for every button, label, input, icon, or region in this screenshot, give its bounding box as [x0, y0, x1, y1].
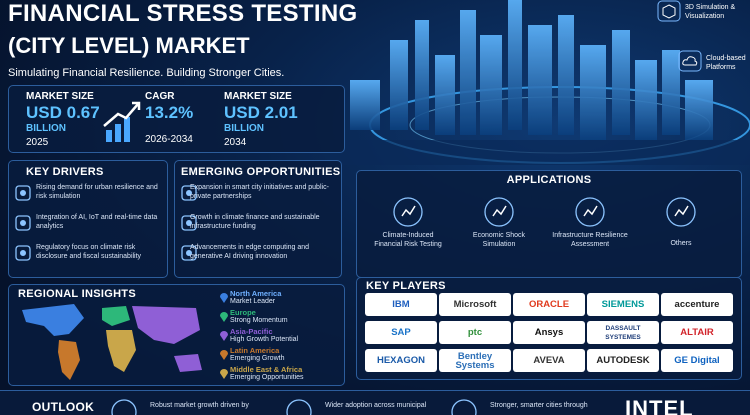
player-logo: ptc — [439, 321, 511, 344]
stat-period: 2025 — [26, 137, 49, 148]
region-note: Emerging Growth — [230, 355, 285, 362]
app-icon — [483, 196, 515, 233]
stat-period: 2034 — [224, 137, 247, 148]
region-note: High Growth Potential — [230, 336, 299, 343]
region-pin — [220, 366, 228, 384]
region-name: Middle East & Africa — [230, 365, 303, 374]
region-name: North America — [230, 289, 282, 298]
stat-period: 2026-2034 — [145, 134, 193, 145]
stat-label: CAGR — [145, 91, 175, 102]
region-note: Strong Momentum — [230, 317, 288, 324]
panel-title: APPLICATIONS — [506, 174, 592, 186]
app-label: Economic Shock Simulation — [472, 232, 526, 248]
outlook-icon — [110, 398, 138, 415]
panel-title: EMERGING OPPORTUNITIES — [181, 166, 341, 178]
stat-unit: BILLION — [224, 123, 264, 134]
region-pin — [220, 328, 228, 346]
drivers-panel — [8, 160, 168, 278]
app-label: Climate-Induced Financial Risk Testing — [374, 232, 442, 248]
player-logo: ALTAIR — [661, 321, 733, 344]
player-logo: Ansys — [513, 321, 585, 344]
region-note: Emerging Opportunities — [230, 374, 304, 381]
title: FINANCIAL STRESS TESTING — [8, 0, 358, 27]
player-logo: HEXAGON — [365, 349, 437, 372]
item-icon — [14, 244, 32, 267]
player-logo: accenture — [661, 293, 733, 316]
region-name: Latin America — [230, 346, 280, 355]
player-logo: Bentley Systems — [439, 349, 511, 372]
player-logo: ORACLE — [513, 293, 585, 316]
outlook-icon — [450, 398, 478, 415]
stat-value: 13.2% — [145, 103, 194, 122]
item-icon — [14, 214, 32, 237]
region-name: Asia-Pacific — [230, 327, 273, 336]
badge-label: 3D Simulation & Visualization — [685, 4, 736, 20]
outlook-icon — [285, 398, 313, 415]
subtitle: Simulating Financial Resilience. Buildin… — [8, 67, 285, 79]
outlook-title: OUTLOOK — [32, 400, 95, 414]
badge-label: Cloud-based Platforms — [706, 55, 746, 71]
brand: INTEL — [625, 396, 694, 415]
outlook-text: Wider adoption across municipal — [325, 402, 427, 409]
stat-label: MARKET SIZE — [224, 91, 292, 102]
list-item: Growth in climate finance and sustainabl… — [190, 214, 320, 230]
outlook-strip — [0, 390, 750, 415]
app-label: Infrastructure Resilience Assessment — [552, 232, 628, 248]
stat-label: MARKET SIZE — [26, 91, 94, 102]
app-icon — [574, 196, 606, 233]
stat-value: USD 0.67 — [26, 103, 100, 122]
city-illustration — [330, 0, 750, 165]
player-logo: AUTODESK — [587, 349, 659, 372]
app-label: Others — [670, 240, 692, 247]
world-map — [22, 304, 202, 380]
item-icon — [180, 244, 198, 267]
outlook-text: Stronger, smarter cities through — [490, 402, 588, 409]
growth-icon — [103, 101, 141, 142]
stats-panel — [8, 85, 345, 153]
applications-panel — [356, 170, 742, 278]
region-pin — [220, 309, 228, 327]
opportunities-panel — [174, 160, 342, 278]
panel-title: KEY DRIVERS — [26, 166, 104, 178]
player-logo: Microsoft — [439, 293, 511, 316]
region-name: Europe — [230, 308, 256, 317]
player-logo: DASSAULT SYSTEMES — [587, 321, 659, 344]
region-note: Market Leader — [230, 298, 276, 305]
item-icon — [180, 214, 198, 237]
stat-unit: BILLION — [26, 123, 66, 134]
region-pin — [220, 347, 228, 365]
list-item: Integration of AI, IoT and real-time dat… — [36, 214, 158, 230]
cube-icon — [657, 0, 681, 22]
list-item: Expansion in smart city initiatives and … — [190, 184, 329, 200]
list-item: Advancements in edge computing and gener… — [190, 244, 310, 260]
cloud-icon — [678, 50, 702, 72]
player-logo: GE Digital — [661, 349, 733, 372]
app-icon — [392, 196, 424, 233]
player-logo: IBM — [365, 293, 437, 316]
title: (CITY LEVEL) MARKET — [8, 33, 250, 58]
item-icon — [14, 184, 32, 207]
stat-value: USD 2.01 — [224, 103, 298, 122]
item-icon — [180, 184, 198, 207]
list-item: Regulatory focus on climate risk disclos… — [36, 244, 142, 260]
app-icon — [665, 196, 697, 233]
panel-title: KEY PLAYERS — [366, 280, 446, 292]
player-logo: AVEVA — [513, 349, 585, 372]
player-logo: SAP — [365, 321, 437, 344]
panel-title: REGIONAL INSIGHTS — [18, 288, 136, 300]
list-item: Rising demand for urban resilience and r… — [36, 184, 158, 200]
outlook-text: Robust market growth driven by — [150, 402, 249, 409]
player-logo: SIEMENS — [587, 293, 659, 316]
region-pin — [220, 290, 228, 308]
